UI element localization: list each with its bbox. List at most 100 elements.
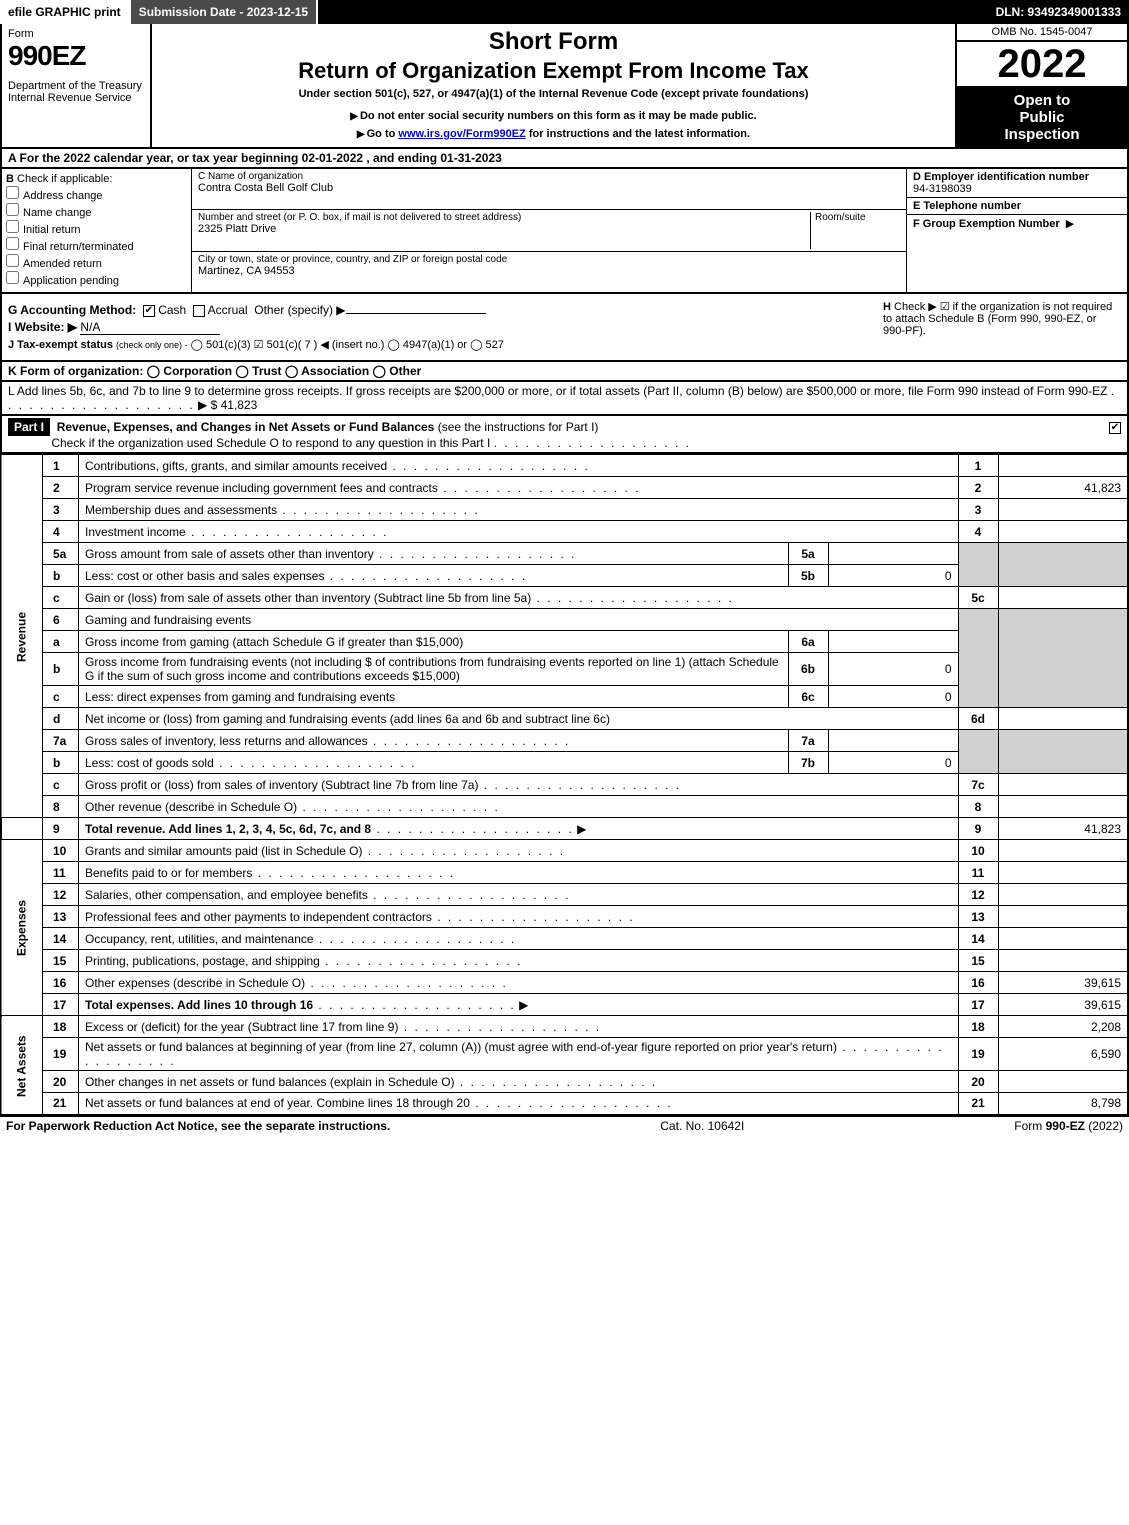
l9-side — [1, 818, 43, 840]
ssn-note: Do not enter social security numbers on … — [160, 110, 947, 122]
l6a-sn: 6a — [788, 631, 828, 653]
l7c-rv — [998, 774, 1128, 796]
line-4: 4 Investment income 4 — [1, 521, 1128, 543]
line-3: 3 Membership dues and assessments 3 — [1, 499, 1128, 521]
h-lbl: H — [883, 301, 891, 313]
l7a-desc: Gross sales of inventory, less returns a… — [85, 734, 368, 748]
l1-desc: Contributions, gifts, grants, and simila… — [85, 459, 387, 473]
header-mid: Short Form Return of Organization Exempt… — [152, 24, 957, 147]
l18-desc: Excess or (deficit) for the year (Subtra… — [85, 1020, 398, 1034]
chk-accrual[interactable] — [193, 305, 205, 317]
line-9: 9 Total revenue. Add lines 1, 2, 3, 4, 5… — [1, 818, 1128, 840]
goto-pre: Go to — [367, 128, 399, 140]
c-addr-lbl: Number and street (or P. O. box, if mail… — [198, 212, 810, 223]
line-5a: 5a Gross amount from sale of assets othe… — [1, 543, 1128, 565]
row-k: K Form of organization: ◯ Corporation ◯ … — [0, 362, 1129, 382]
l18-num: 18 — [43, 1016, 79, 1038]
goto-link[interactable]: www.irs.gov/Form990EZ — [398, 128, 525, 140]
l12-num: 12 — [43, 884, 79, 906]
l7a-num: 7a — [43, 730, 79, 752]
chk-cash[interactable]: ✔ — [143, 305, 155, 317]
dln: DLN: 93492349001333 — [988, 0, 1129, 24]
footer-right-post: (2022) — [1085, 1119, 1123, 1133]
line-5c: c Gain or (loss) from sale of assets oth… — [1, 587, 1128, 609]
l6b-sn: 6b — [788, 653, 828, 686]
chk-name-change-label: Name change — [23, 207, 92, 219]
l19-desc: Net assets or fund balances at beginning… — [85, 1040, 837, 1054]
footer-right-b: 990-EZ — [1046, 1119, 1085, 1133]
open3: Inspection — [961, 126, 1123, 143]
efile-label[interactable]: efile GRAPHIC print — [0, 0, 131, 24]
form-header: Form 990EZ Department of the Treasury In… — [0, 24, 1129, 149]
goto-line: Go to www.irs.gov/Form990EZ for instruct… — [160, 128, 947, 140]
row-a-text: A For the 2022 calendar year, or tax yea… — [8, 151, 502, 165]
chk-amended-return[interactable]: Amended return — [6, 254, 187, 270]
goto-post: for instructions and the latest informat… — [526, 128, 750, 140]
g-other-input[interactable] — [346, 313, 486, 314]
l9-rn: 9 — [958, 818, 998, 840]
chk-final-return[interactable]: Final return/terminated — [6, 237, 187, 253]
l13-rn: 13 — [958, 906, 998, 928]
line-17: 17 Total expenses. Add lines 10 through … — [1, 994, 1128, 1016]
l6-shade — [958, 609, 998, 708]
f-lbl: F Group Exemption Number — [913, 218, 1060, 230]
l6-desc: Gaming and fundraising events — [85, 613, 251, 627]
line-19: 19 Net assets or fund balances at beginn… — [1, 1038, 1128, 1071]
l12-rn: 12 — [958, 884, 998, 906]
j-line: J Tax-exempt status (check only one) - ◯… — [8, 338, 871, 351]
l6a-desc: Gross income from gaming (attach Schedul… — [85, 635, 463, 649]
gh-left: G Accounting Method: ✔ Cash Accrual Othe… — [2, 294, 877, 360]
d-lbl: D Employer identification number — [913, 171, 1089, 183]
j-note: (check only one) - — [116, 340, 188, 350]
line-7c: c Gross profit or (loss) from sales of i… — [1, 774, 1128, 796]
page-footer: For Paperwork Reduction Act Notice, see … — [0, 1116, 1129, 1135]
l11-desc: Benefits paid to or for members — [85, 866, 252, 880]
l5a-num: 5a — [43, 543, 79, 565]
l5a-desc: Gross amount from sale of assets other t… — [85, 547, 374, 561]
chk-initial-return-label: Initial return — [23, 224, 80, 236]
l6-num: 6 — [43, 609, 79, 631]
l4-num: 4 — [43, 521, 79, 543]
gh-right: H Check ▶ ☑ if the organization is not r… — [877, 294, 1127, 360]
chk-address-change[interactable]: Address change — [6, 186, 187, 202]
form-label: Form — [8, 28, 144, 40]
l20-rn: 20 — [958, 1071, 998, 1093]
chk-initial-return[interactable]: Initial return — [6, 220, 187, 236]
l19-rv: 6,590 — [998, 1038, 1128, 1071]
l2-num: 2 — [43, 477, 79, 499]
l6b-desc: Gross income from fundraising events (no… — [85, 655, 779, 683]
open2: Public — [961, 109, 1123, 126]
net-assets-side-label: Net Assets — [1, 1016, 43, 1115]
l6c-sv: 0 — [828, 686, 958, 708]
part1-checkbox[interactable]: ✔ — [1103, 416, 1127, 452]
bcd-block: B Check if applicable: Address change Na… — [0, 169, 1129, 294]
l3-num: 3 — [43, 499, 79, 521]
line-1: Revenue 1 Contributions, gifts, grants, … — [1, 455, 1128, 477]
line-13: 13 Professional fees and other payments … — [1, 906, 1128, 928]
l5b-sn: 5b — [788, 565, 828, 587]
l10-rv — [998, 840, 1128, 862]
line-14: 14 Occupancy, rent, utilities, and maint… — [1, 928, 1128, 950]
l6d-rv — [998, 708, 1128, 730]
l16-rv: 39,615 — [998, 972, 1128, 994]
lines-table: Revenue 1 Contributions, gifts, grants, … — [0, 454, 1129, 1116]
chk-application-pending[interactable]: Application pending — [6, 271, 187, 287]
l8-rv — [998, 796, 1128, 818]
open1: Open to — [961, 92, 1123, 109]
org-city: Martinez, CA 94553 — [198, 265, 900, 277]
l6d-rn: 6d — [958, 708, 998, 730]
l17-rv: 39,615 — [998, 994, 1128, 1016]
l17-num: 17 — [43, 994, 79, 1016]
l13-num: 13 — [43, 906, 79, 928]
l6b-sv: 0 — [828, 653, 958, 686]
tax-year: 2022 — [957, 42, 1127, 88]
irs-label: Internal Revenue Service — [8, 92, 144, 104]
chk-name-change[interactable]: Name change — [6, 203, 187, 219]
l18-rn: 18 — [958, 1016, 998, 1038]
g-accrual: Accrual — [208, 303, 248, 317]
ssn-note-text: Do not enter social security numbers on … — [360, 110, 757, 122]
l7a-sn: 7a — [788, 730, 828, 752]
l9-rv: 41,823 — [998, 818, 1128, 840]
line-10: Expenses 10 Grants and similar amounts p… — [1, 840, 1128, 862]
l4-rn: 4 — [958, 521, 998, 543]
